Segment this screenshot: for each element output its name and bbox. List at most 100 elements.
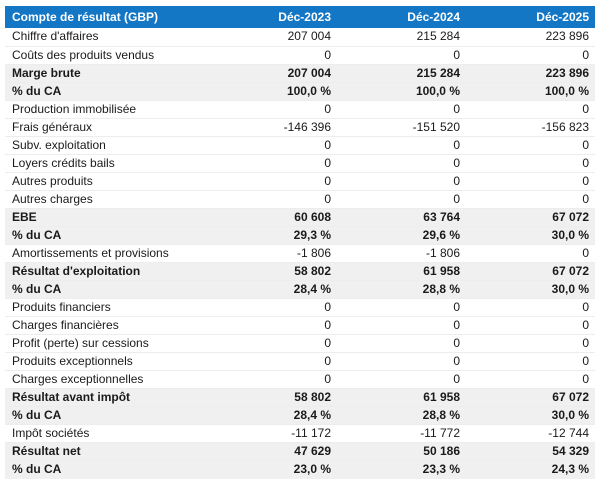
- value-cell: -12 744: [466, 424, 595, 443]
- value-cell: 30,0 %: [466, 226, 595, 245]
- col-header-dec-2025: Déc-2025: [466, 6, 595, 28]
- row-label: % du CA: [5, 82, 208, 101]
- table-row: Subv. exploitation 0 0 0: [5, 136, 595, 155]
- row-label: Produits exceptionnels: [5, 352, 208, 371]
- table-body: Chiffre d'affaires 207 004 215 284 223 896 C…: [5, 28, 595, 479]
- value-cell: 0: [337, 370, 466, 389]
- value-cell: 0: [466, 298, 595, 317]
- value-cell: 67 072: [466, 208, 595, 227]
- value-cell: 0: [337, 154, 466, 173]
- table-row: % du CA 28,4 % 28,8 % 30,0 %: [5, 406, 595, 425]
- row-label: Résultat d'exploitation: [5, 262, 208, 281]
- value-cell: 0: [337, 100, 466, 119]
- table-row: Produits financiers 0 0 0: [5, 298, 595, 317]
- table-row: Profit (perte) sur cessions 0 0 0: [5, 334, 595, 353]
- value-cell: 207 004: [208, 28, 337, 47]
- table-row: Charges exceptionnelles 0 0 0: [5, 370, 595, 389]
- value-cell: 0: [466, 190, 595, 209]
- value-cell: 0: [208, 100, 337, 119]
- value-cell: 23,0 %: [208, 460, 337, 479]
- value-cell: 0: [337, 172, 466, 191]
- row-label: Produits financiers: [5, 298, 208, 317]
- value-cell: 0: [337, 190, 466, 209]
- value-cell: 0: [466, 334, 595, 353]
- row-label: Coûts des produits vendus: [5, 46, 208, 65]
- value-cell: 100,0 %: [466, 82, 595, 101]
- table-header-row: Compte de résultat (GBP) Déc-2023 Déc-20…: [5, 6, 595, 28]
- value-cell: 28,8 %: [337, 406, 466, 425]
- value-cell: -151 520: [337, 118, 466, 137]
- row-label: % du CA: [5, 226, 208, 245]
- value-cell: -156 823: [466, 118, 595, 137]
- value-cell: 0: [208, 172, 337, 191]
- value-cell: 61 958: [337, 262, 466, 281]
- value-cell: 58 802: [208, 388, 337, 407]
- value-cell: 24,3 %: [466, 460, 595, 479]
- table-row: Coûts des produits vendus 0 0 0: [5, 46, 595, 65]
- table-row: % du CA 100,0 % 100,0 % 100,0 %: [5, 82, 595, 101]
- value-cell: 54 329: [466, 442, 595, 461]
- value-cell: 23,3 %: [337, 460, 466, 479]
- value-cell: 215 284: [337, 64, 466, 83]
- value-cell: 61 958: [337, 388, 466, 407]
- value-cell: 0: [208, 334, 337, 353]
- row-label: Autres charges: [5, 190, 208, 209]
- table-row: % du CA 29,3 % 29,6 % 30,0 %: [5, 226, 595, 245]
- table-row: Résultat d'exploitation 58 802 61 958 67 07…: [5, 262, 595, 281]
- value-cell: 0: [208, 370, 337, 389]
- table-row: Autres charges 0 0 0: [5, 190, 595, 209]
- value-cell: -146 396: [208, 118, 337, 137]
- row-label: Impôt sociétés: [5, 424, 208, 443]
- value-cell: -1 806: [337, 244, 466, 263]
- row-label: Autres produits: [5, 172, 208, 191]
- row-label: Marge brute: [5, 64, 208, 83]
- value-cell: -11 772: [337, 424, 466, 443]
- row-label: % du CA: [5, 460, 208, 479]
- value-cell: 67 072: [466, 262, 595, 281]
- value-cell: 50 186: [337, 442, 466, 461]
- value-cell: 0: [337, 136, 466, 155]
- row-label: Subv. exploitation: [5, 136, 208, 155]
- value-cell: 0: [208, 46, 337, 65]
- value-cell: 0: [337, 352, 466, 371]
- table-row: Charges financières 0 0 0: [5, 316, 595, 335]
- value-cell: 100,0 %: [208, 82, 337, 101]
- col-header-dec-2023: Déc-2023: [208, 6, 337, 28]
- row-label: Résultat avant impôt: [5, 388, 208, 407]
- value-cell: 47 629: [208, 442, 337, 461]
- row-label: % du CA: [5, 280, 208, 299]
- value-cell: 223 896: [466, 28, 595, 47]
- table-row: % du CA 23,0 % 23,3 % 24,3 %: [5, 460, 595, 479]
- value-cell: 0: [466, 370, 595, 389]
- value-cell: 0: [466, 244, 595, 263]
- value-cell: 30,0 %: [466, 406, 595, 425]
- table-row: Impôt sociétés -11 172 -11 772 -12 744: [5, 424, 595, 443]
- value-cell: -1 806: [208, 244, 337, 263]
- table-row: Marge brute 207 004 215 284 223 896: [5, 64, 595, 83]
- row-label: Profit (perte) sur cessions: [5, 334, 208, 353]
- value-cell: 0: [208, 298, 337, 317]
- row-label: % du CA: [5, 406, 208, 425]
- col-header-dec-2024: Déc-2024: [337, 6, 466, 28]
- income-statement-table: Compte de résultat (GBP) Déc-2023 Déc-20…: [5, 6, 595, 479]
- row-label: Production immobilisée: [5, 100, 208, 119]
- value-cell: 0: [337, 298, 466, 317]
- value-cell: 0: [466, 154, 595, 173]
- table-row: Produits exceptionnels 0 0 0: [5, 352, 595, 371]
- table-row: Amortissements et provisions -1 806 -1 806…: [5, 244, 595, 263]
- value-cell: 28,4 %: [208, 280, 337, 299]
- value-cell: 29,6 %: [337, 226, 466, 245]
- row-label: Loyers crédits bails: [5, 154, 208, 173]
- value-cell: 0: [466, 172, 595, 191]
- table-row: Autres produits 0 0 0: [5, 172, 595, 191]
- value-cell: 0: [337, 316, 466, 335]
- value-cell: 29,3 %: [208, 226, 337, 245]
- value-cell: 207 004: [208, 64, 337, 83]
- row-label: EBE: [5, 208, 208, 227]
- value-cell: 63 764: [337, 208, 466, 227]
- value-cell: 223 896: [466, 64, 595, 83]
- value-cell: 28,8 %: [337, 280, 466, 299]
- row-label: Charges financières: [5, 316, 208, 335]
- row-label: Résultat net: [5, 442, 208, 461]
